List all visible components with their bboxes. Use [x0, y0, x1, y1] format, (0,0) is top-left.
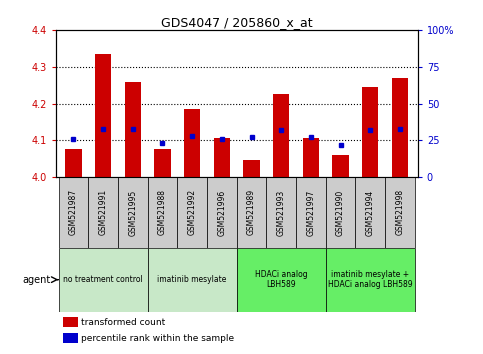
Bar	[118, 177, 148, 248]
Bar	[58, 177, 88, 248]
Text: GSM521987: GSM521987	[69, 189, 78, 235]
Text: GSM521997: GSM521997	[306, 189, 315, 235]
Bar	[65, 149, 82, 177]
Bar	[213, 138, 230, 177]
Bar	[207, 177, 237, 248]
Text: GSM521990: GSM521990	[336, 189, 345, 235]
Text: GSM521998: GSM521998	[396, 189, 404, 235]
Bar	[95, 54, 111, 177]
Bar	[303, 138, 319, 177]
Text: percentile rank within the sample: percentile rank within the sample	[81, 333, 234, 343]
Text: GSM521992: GSM521992	[187, 189, 197, 235]
Text: imatinib mesylate +
HDACi analog LBH589: imatinib mesylate + HDACi analog LBH589	[328, 270, 412, 289]
Bar	[326, 177, 355, 248]
Bar	[63, 333, 78, 343]
Bar	[154, 149, 170, 177]
Text: transformed count: transformed count	[81, 318, 165, 327]
Bar	[125, 81, 141, 177]
Bar	[385, 177, 415, 248]
Bar	[177, 177, 207, 248]
Bar	[296, 177, 326, 248]
Text: GSM521993: GSM521993	[277, 189, 286, 235]
Bar	[362, 87, 379, 177]
Bar	[355, 177, 385, 248]
Bar	[243, 160, 260, 177]
Bar	[273, 95, 289, 177]
Text: no treatment control: no treatment control	[63, 275, 143, 284]
Text: imatinib mesylate: imatinib mesylate	[157, 275, 227, 284]
Text: HDACi analog
LBH589: HDACi analog LBH589	[255, 270, 308, 289]
Bar	[184, 109, 200, 177]
Text: GSM521989: GSM521989	[247, 189, 256, 235]
Bar	[63, 317, 78, 327]
Text: agent: agent	[23, 275, 51, 285]
Bar	[58, 248, 148, 312]
Text: GSM521994: GSM521994	[366, 189, 375, 235]
Bar	[392, 78, 408, 177]
Text: GSM521991: GSM521991	[99, 189, 108, 235]
Title: GDS4047 / 205860_x_at: GDS4047 / 205860_x_at	[161, 16, 313, 29]
Bar	[88, 177, 118, 248]
Bar	[237, 248, 326, 312]
Bar	[266, 177, 296, 248]
Bar	[326, 248, 415, 312]
Bar	[148, 177, 177, 248]
Text: GSM521995: GSM521995	[128, 189, 137, 235]
Bar	[148, 248, 237, 312]
Bar	[332, 155, 349, 177]
Text: GSM521988: GSM521988	[158, 189, 167, 235]
Text: GSM521996: GSM521996	[217, 189, 227, 235]
Bar	[237, 177, 266, 248]
